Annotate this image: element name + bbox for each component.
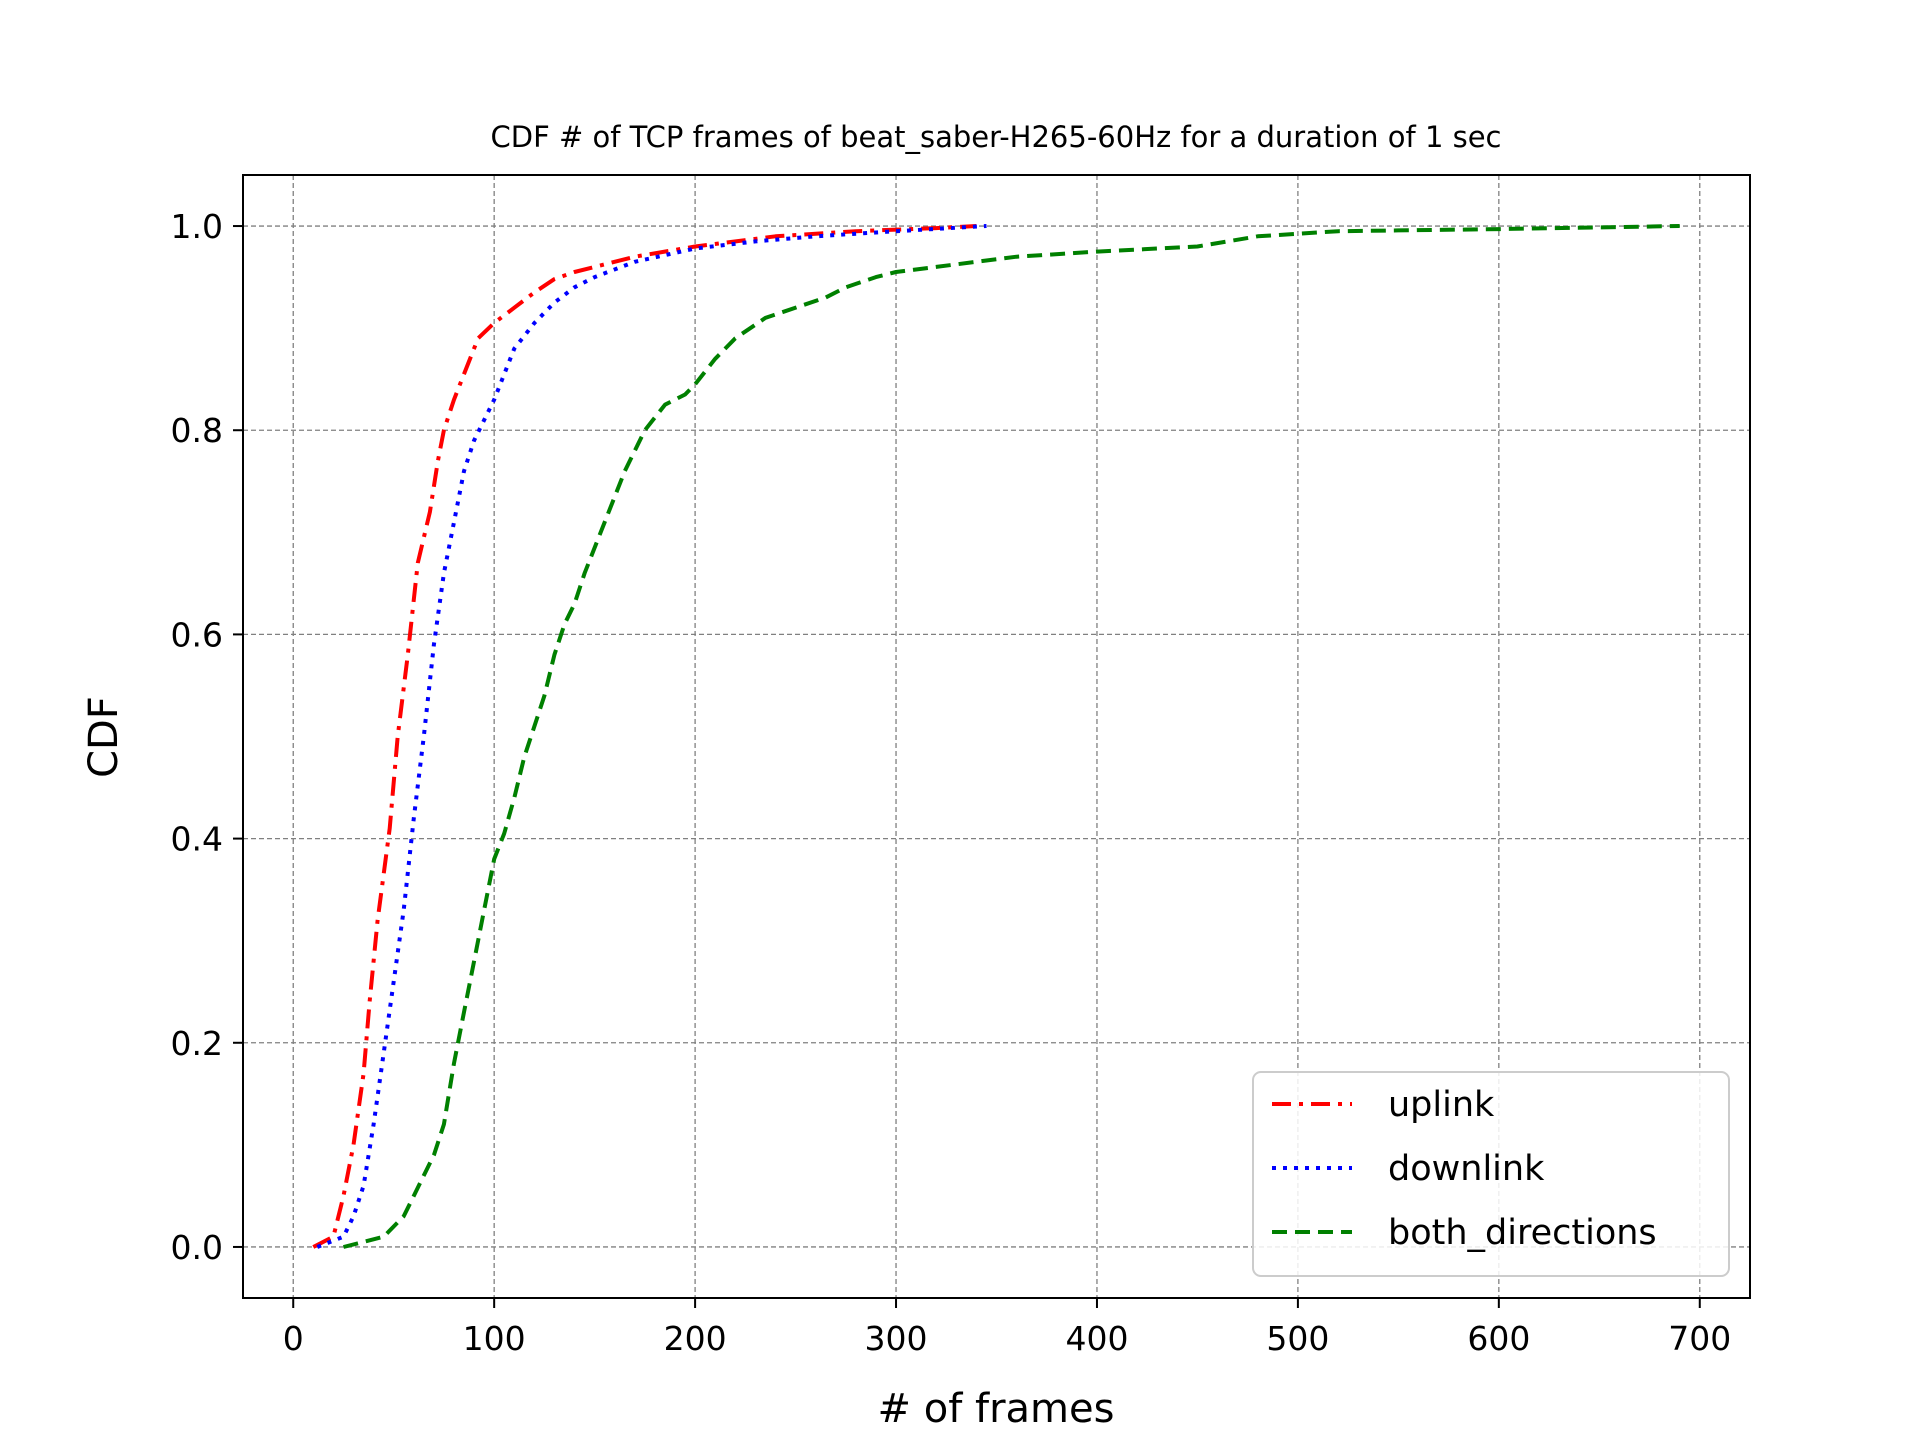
x-tick-label: 100 [463,1319,526,1358]
legend-items: uplink downlink both_directions [1272,1085,1657,1253]
legend-label: downlink [1388,1149,1545,1189]
series-line-downlink [316,224,987,1249]
y-tick-label: 0.0 [171,1228,223,1267]
x-tick-label: 0 [283,1319,304,1358]
y-axis-label: CDF [81,696,127,778]
y-axis-ticks: 0.0 0.2 0.4 0.6 0.8 1.0 [171,207,243,1267]
y-tick-label: 0.8 [171,411,223,450]
x-axis-ticks: 0 100 200 300 400 500 600 700 [283,1298,1731,1358]
grid [243,175,1750,1298]
chart-title: CDF # of TCP frames of beat_saber-H265-6… [490,120,1501,154]
legend-label: both_directions [1388,1213,1657,1253]
x-tick-label: 600 [1467,1319,1530,1358]
x-tick-label: 200 [664,1319,727,1358]
series-line-uplink [312,224,977,1249]
legend-label: uplink [1388,1085,1495,1125]
series-line-both-directions [343,224,1680,1249]
legend-box [1252,1071,1730,1277]
x-tick-label: 700 [1668,1319,1731,1358]
legend: uplink downlink both_directions [1252,1071,1730,1277]
y-tick-label: 0.6 [171,615,223,654]
x-tick-label: 300 [865,1319,928,1358]
x-tick-label: 400 [1065,1319,1128,1358]
x-axis-label: # of frames [878,1386,1115,1432]
y-tick-label: 0.4 [171,820,223,859]
x-tick-label: 500 [1266,1319,1329,1358]
y-tick-label: 1.0 [171,207,223,246]
y-tick-label: 0.2 [171,1024,223,1063]
series-lines [312,224,1680,1249]
plot-frame [242,174,1751,1299]
